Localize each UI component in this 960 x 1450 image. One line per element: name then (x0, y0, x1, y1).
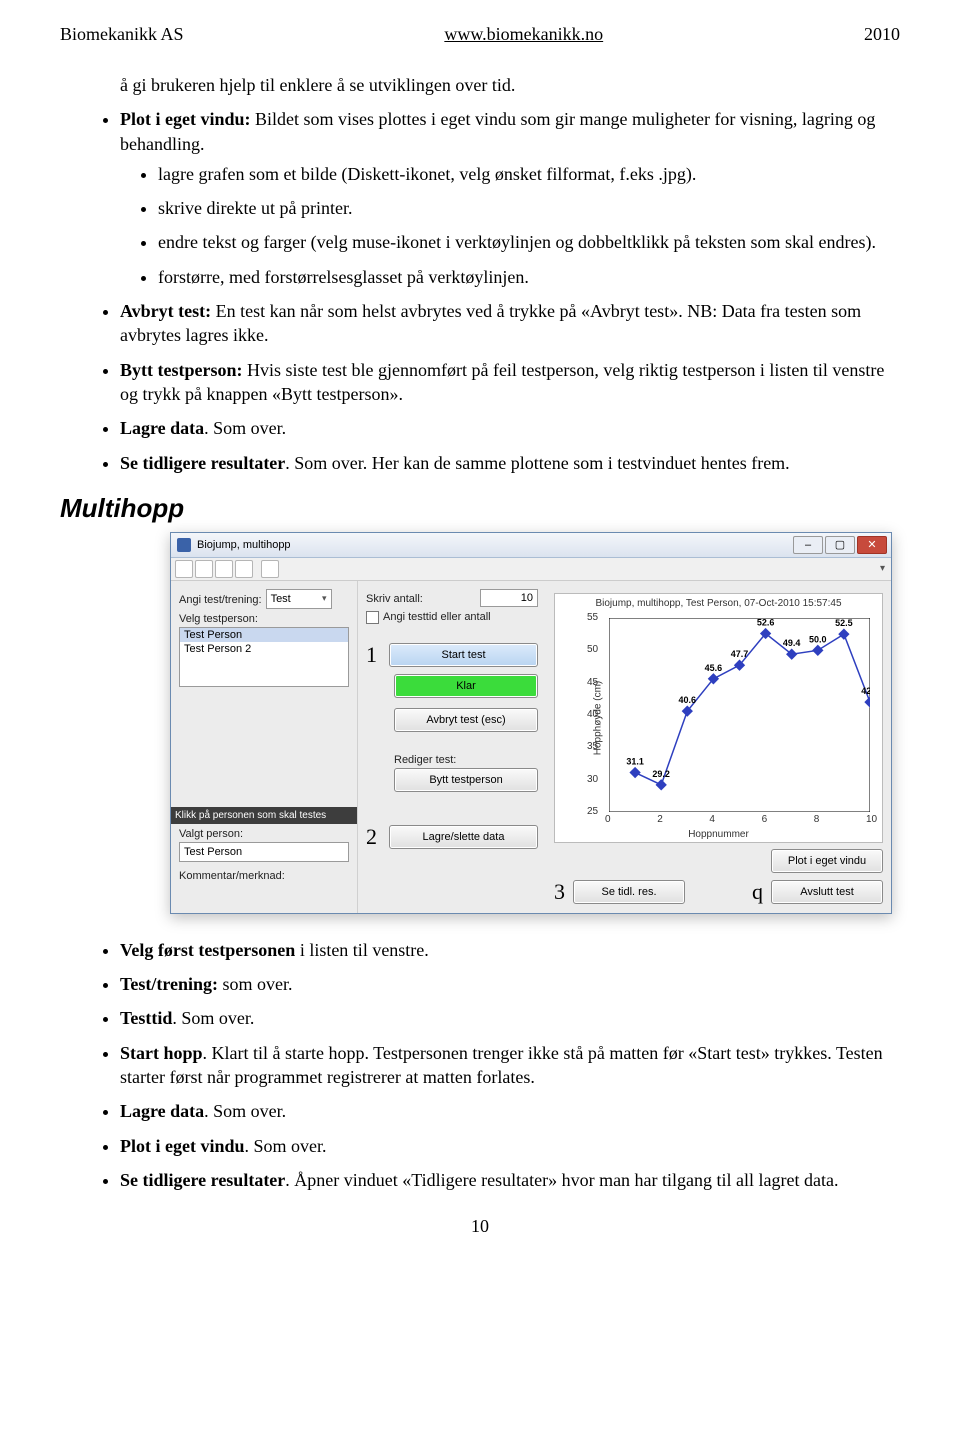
svg-text:52.5: 52.5 (835, 618, 853, 628)
body-text: å gi brukeren hjelp til enklere å se utv… (120, 73, 900, 97)
x-axis-label: Hoppnummer (555, 829, 882, 840)
step-number: 1 (366, 642, 377, 668)
person-list[interactable]: Test Person Test Person 2 (179, 627, 349, 687)
save-data-button[interactable]: Lagre/slette data (389, 825, 538, 849)
svg-text:42.0: 42.0 (861, 686, 870, 696)
ready-indicator: Klar (394, 674, 538, 698)
body-text: Lagre data. Som over. (120, 1099, 900, 1123)
close-button[interactable]: ✕ (857, 536, 887, 554)
change-person-button[interactable]: Bytt testperson (394, 768, 538, 792)
tool-icon[interactable] (215, 560, 233, 578)
count-input[interactable]: 10 (480, 589, 538, 607)
tool-icon[interactable] (195, 560, 213, 578)
list-item[interactable]: Test Person 2 (180, 642, 348, 656)
header-link[interactable]: www.biomekanikk.no (444, 24, 603, 45)
svg-text:40.6: 40.6 (679, 695, 697, 705)
body-text: skrive direkte ut på printer. (158, 196, 900, 220)
step-letter: q (752, 879, 763, 905)
selected-person-field[interactable]: Test Person (179, 842, 349, 862)
start-test-button[interactable]: Start test (389, 643, 538, 667)
app-window: Biojump, multihopp – ▢ ✕ ▾ Angi test/tre… (170, 532, 892, 914)
body-text: lagre grafen som et bilde (Diskett-ikone… (158, 162, 900, 186)
body-text: Avbryt test: En test kan når som helst a… (120, 299, 900, 348)
step-number: 3 (554, 879, 565, 905)
duration-checkbox[interactable] (366, 611, 379, 624)
body-text: Start hopp. Klart til å starte hopp. Tes… (120, 1041, 900, 1090)
page-number: 10 (60, 1216, 900, 1237)
quit-test-button[interactable]: Avslutt test (771, 880, 883, 904)
body-text: Testtid. Som over. (120, 1006, 900, 1030)
body-text: Bytt testperson: Hvis siste test ble gje… (120, 358, 900, 407)
body-text: Plot i eget vindu. Som over. (120, 1134, 900, 1158)
list-item[interactable]: Test Person (180, 628, 348, 642)
svg-text:49.4: 49.4 (783, 638, 801, 648)
test-type-select[interactable]: Test▾ (266, 589, 332, 609)
body-text: forstørre, med forstørrelsesglasset på v… (158, 265, 900, 289)
body-text: Lagre data. Som over. (120, 416, 900, 440)
label: Velg testperson: (179, 613, 349, 625)
plot-window-button[interactable]: Plot i eget vindu (771, 849, 883, 873)
chart-title: Biojump, multihopp, Test Person, 07-Oct-… (555, 598, 882, 609)
svg-text:47.7: 47.7 (731, 649, 749, 659)
body-text: Se tidligere resultater. Som over. Her k… (120, 451, 900, 475)
body-text: Se tidligere resultater. Åpner vinduet «… (120, 1168, 900, 1192)
label: Kommentar/merknad: (179, 870, 349, 882)
svg-text:29.2: 29.2 (652, 769, 670, 779)
label: Rediger test: (394, 754, 538, 766)
section-heading: Multihopp (60, 493, 900, 524)
body-text: Test/trening: som over. (120, 972, 900, 996)
toolbar-expand-icon[interactable]: ▾ (880, 563, 885, 574)
svg-text:31.1: 31.1 (626, 756, 644, 766)
header-year: 2010 (864, 24, 900, 45)
body-text: endre tekst og farger (velg muse-ikonet … (158, 230, 900, 254)
step-number: 2 (366, 824, 377, 850)
tool-icon[interactable] (175, 560, 193, 578)
app-icon (177, 538, 191, 552)
body-text: Plot i eget vindu: Bildet som vises plot… (120, 107, 900, 289)
previous-results-button[interactable]: Se tidl. res. (573, 880, 685, 904)
window-title: Biojump, multihopp (197, 539, 291, 551)
abort-test-button[interactable]: Avbryt test (esc) (394, 708, 538, 732)
label: Angi test/trening: (179, 594, 262, 606)
hint-bar: Klikk på personen som skal testes (171, 807, 357, 824)
label: Skriv antall: (366, 593, 423, 605)
svg-text:45.6: 45.6 (705, 663, 723, 673)
svg-text:50.0: 50.0 (809, 634, 827, 644)
body-text: Velg først testpersonen i listen til ven… (120, 938, 900, 962)
tool-icon[interactable] (261, 560, 279, 578)
label: Valgt person: (179, 828, 349, 840)
svg-text:52.6: 52.6 (757, 618, 775, 628)
label: Angi testtid eller antall (383, 611, 491, 623)
maximize-button[interactable]: ▢ (825, 536, 855, 554)
tool-icon[interactable] (235, 560, 253, 578)
minimize-button[interactable]: – (793, 536, 823, 554)
header-left: Biomekanikk AS (60, 24, 184, 45)
jump-chart: Biojump, multihopp, Test Person, 07-Oct-… (554, 593, 883, 843)
